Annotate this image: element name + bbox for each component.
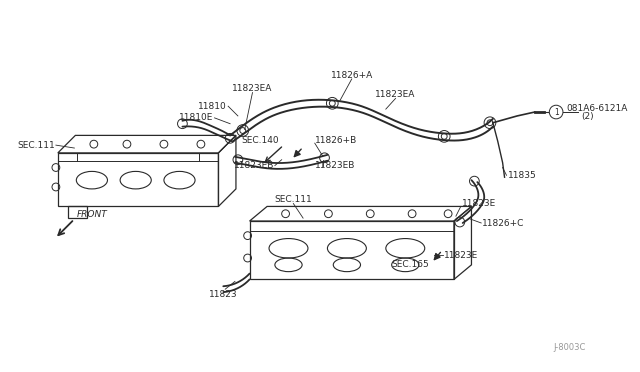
Text: 1: 1 <box>554 108 559 116</box>
Text: SEC.140: SEC.140 <box>241 136 279 145</box>
Text: 11826+B: 11826+B <box>315 136 357 145</box>
Text: J-8003C: J-8003C <box>553 343 586 352</box>
Text: 11810: 11810 <box>198 102 227 111</box>
Text: SEC.111: SEC.111 <box>275 195 312 204</box>
Text: 11810E: 11810E <box>179 113 214 122</box>
Text: FRONT: FRONT <box>76 210 107 219</box>
Text: SEC.111: SEC.111 <box>17 141 55 150</box>
Text: 11826+A: 11826+A <box>331 71 373 80</box>
Text: 11823E: 11823E <box>444 251 479 260</box>
Text: SEC.165: SEC.165 <box>391 260 429 269</box>
Text: 11823E: 11823E <box>461 199 496 208</box>
Text: (2): (2) <box>582 112 594 121</box>
Text: 11835: 11835 <box>508 171 536 180</box>
Text: 11826+C: 11826+C <box>482 219 525 228</box>
Text: 11823: 11823 <box>209 289 237 299</box>
Text: 11823EA: 11823EA <box>376 90 416 99</box>
Text: 11823EB: 11823EB <box>315 161 355 170</box>
Text: 11823EB: 11823EB <box>234 161 274 170</box>
Text: 11823EA: 11823EA <box>232 84 273 93</box>
Text: 081A6-6121A: 081A6-6121A <box>567 104 628 113</box>
